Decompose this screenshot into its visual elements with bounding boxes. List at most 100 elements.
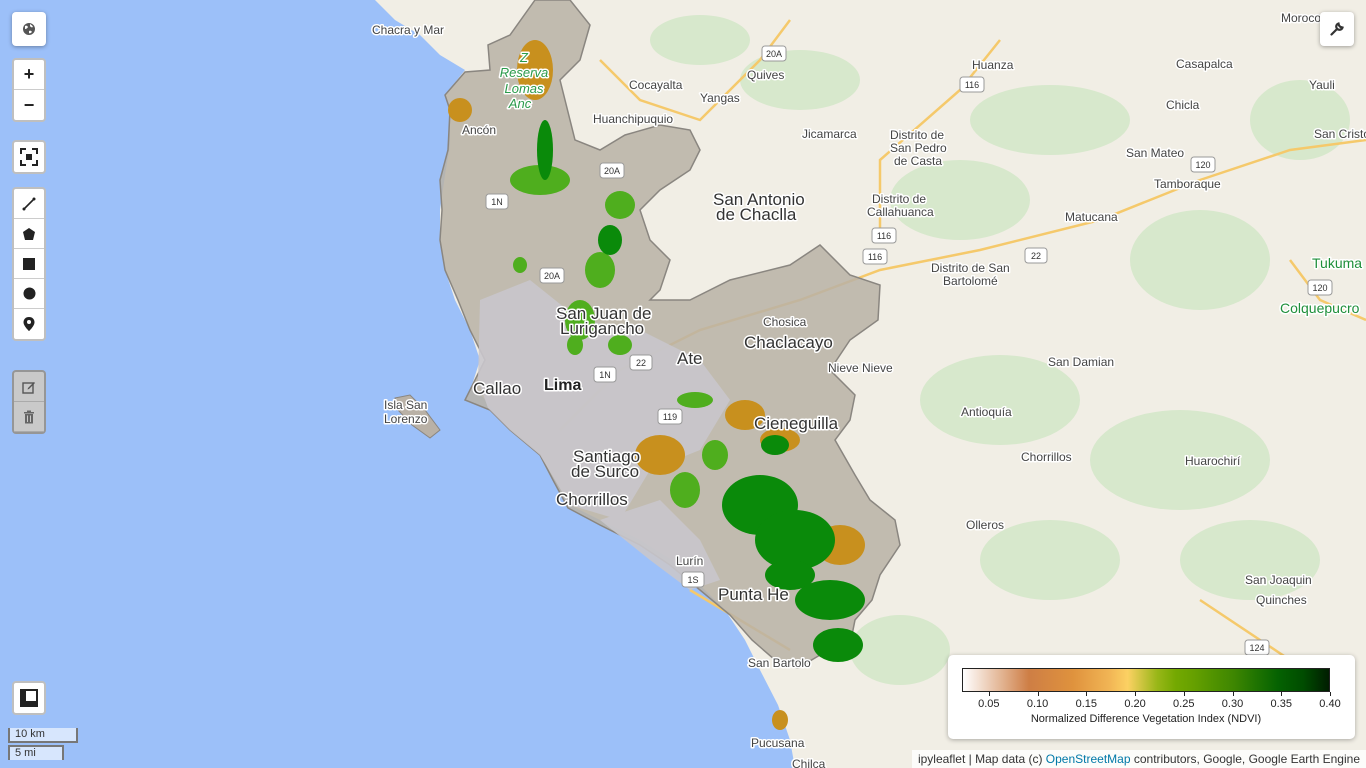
place-label: Chorrillos [1021,450,1072,464]
place-label: Callao [473,379,521,398]
split-map-icon [20,689,38,707]
place-label: Huarochirí [1185,454,1241,468]
place-label: San Bartolo [748,656,811,670]
place-label: Yangas [700,91,740,105]
place-label: Pucusana [751,736,805,750]
delete-layers-button[interactable] [14,402,44,432]
attribution-prefix: ipyleaflet | Map data (c) [917,752,1046,766]
place-label: Nieve Nieve [828,361,893,375]
svg-text:1N: 1N [491,197,503,207]
zoom-control: + − [12,58,46,122]
circle-icon [23,287,35,300]
place-label: Lorenzo [384,412,428,426]
reserve-label: Z Reserva Lomas Anc [498,49,549,113]
globe-icon [23,23,35,35]
place-label: de Casta [894,154,942,168]
tick-mark [1232,692,1234,696]
svg-text:Z: Z [519,50,529,65]
place-label: Chilca [792,757,826,768]
svg-text:20A: 20A [544,271,560,281]
highway-shields: 20A 116 1N 20A 120 116 116 22 120 20A 22… [485,45,1333,656]
place-label: San Damian [1048,355,1114,369]
draw-polyline-button[interactable] [14,189,44,219]
edit-toolbar [12,370,46,434]
place-label: Yauli [1309,78,1335,92]
svg-text:20A: 20A [604,166,620,176]
tick-label: 0.15 [1075,698,1097,710]
place-label: Tukuma [1312,255,1362,271]
place-label: Ancón [462,123,496,137]
tick-label: 0.10 [1026,698,1049,710]
tick-label: 0.20 [1124,698,1146,710]
tick-label: 0.25 [1173,698,1195,710]
place-label: de Chaclla [716,205,797,224]
place-label: Isla San [384,398,427,412]
place-label: Olleros [966,518,1004,532]
ndvi-legend: 0.05 0.10 0.15 0.20 0.25 0.30 0.35 0.40 Normali… [948,655,1355,739]
place-label: San Pedro [890,141,947,155]
place-label: Chacra y Mar [372,23,444,37]
zoom-out-button[interactable]: − [23,94,35,115]
place-label: Bartolomé [943,274,998,288]
svg-text:1N: 1N [599,370,611,380]
draw-toolbar [12,187,46,341]
place-label: Lurigancho [560,319,644,338]
place-label: Ate [677,349,703,368]
legend-title: Normalized Difference Vegetation Index (… [1030,713,1262,725]
svg-text:116: 116 [877,231,891,241]
attribution-suffix: contributors, Google, Google Earth Engin… [1130,752,1360,766]
place-label: Quives [747,68,784,82]
tick-mark [1183,692,1185,696]
draw-circle-button[interactable] [14,279,44,309]
tick-mark [1037,692,1039,696]
basemap-button[interactable] [12,12,46,46]
zoom-in-button[interactable]: + [14,60,44,90]
attribution: ipyleaflet | Map data (c) OpenStreetMap … [911,750,1366,768]
fullscreen-control [12,140,46,174]
toolbar-button[interactable] [1320,12,1354,46]
place-label: de Surco [571,462,639,481]
isla-san-lorenzo [394,394,441,439]
place-label: Antioquía [961,405,1012,419]
svg-text:Anc: Anc [508,96,532,111]
place-label: Lima [544,377,581,394]
tick-mark [1086,692,1088,696]
tick-label: 0.05 [978,698,1000,710]
place-label: Distrito de [890,128,944,142]
trash-icon [24,410,34,423]
edit-icon [22,381,35,394]
place-label: San Antonio [713,190,805,209]
place-label: Punta He [718,585,789,604]
draw-rectangle-button[interactable] [14,249,44,279]
place-label: Matucana [1065,210,1118,224]
draw-polygon-button[interactable] [14,219,44,249]
fullscreen-button[interactable] [14,142,44,172]
place-label: Cieneguilla [754,414,839,433]
place-labels: Chacra y Mar Quives Huanza Casapalca Mor… [371,10,1366,768]
draw-marker-button[interactable] [14,309,44,339]
tick-label: 0.35 [1270,698,1292,710]
svg-text:124: 124 [1249,643,1264,653]
place-label: Colquepucro [1280,300,1360,316]
place-label: Cocayalta [629,78,683,92]
ndvi-overlay [448,40,865,730]
place-label: San Cristo [1314,127,1366,141]
split-map-control [12,681,46,715]
place-label: Callahuanca [867,205,934,219]
place-label: San Joaquin [1245,573,1312,587]
tick-mark [1281,692,1283,696]
rectangle-icon [23,257,35,270]
osm-link[interactable]: OpenStreetMap [1045,752,1131,766]
split-map-button[interactable] [14,683,44,713]
place-label: Chosica [763,315,807,329]
place-label: Huanza [972,58,1014,72]
edit-layers-button[interactable] [14,372,44,402]
svg-text:119: 119 [663,412,677,422]
svg-text:120: 120 [1195,160,1210,170]
place-label: Quinches [1256,593,1307,607]
place-label: Chaclacayo [744,333,833,352]
colorbar [962,668,1330,692]
place-label: Tamboraque [1154,177,1221,191]
svg-text:120: 120 [1312,283,1327,293]
